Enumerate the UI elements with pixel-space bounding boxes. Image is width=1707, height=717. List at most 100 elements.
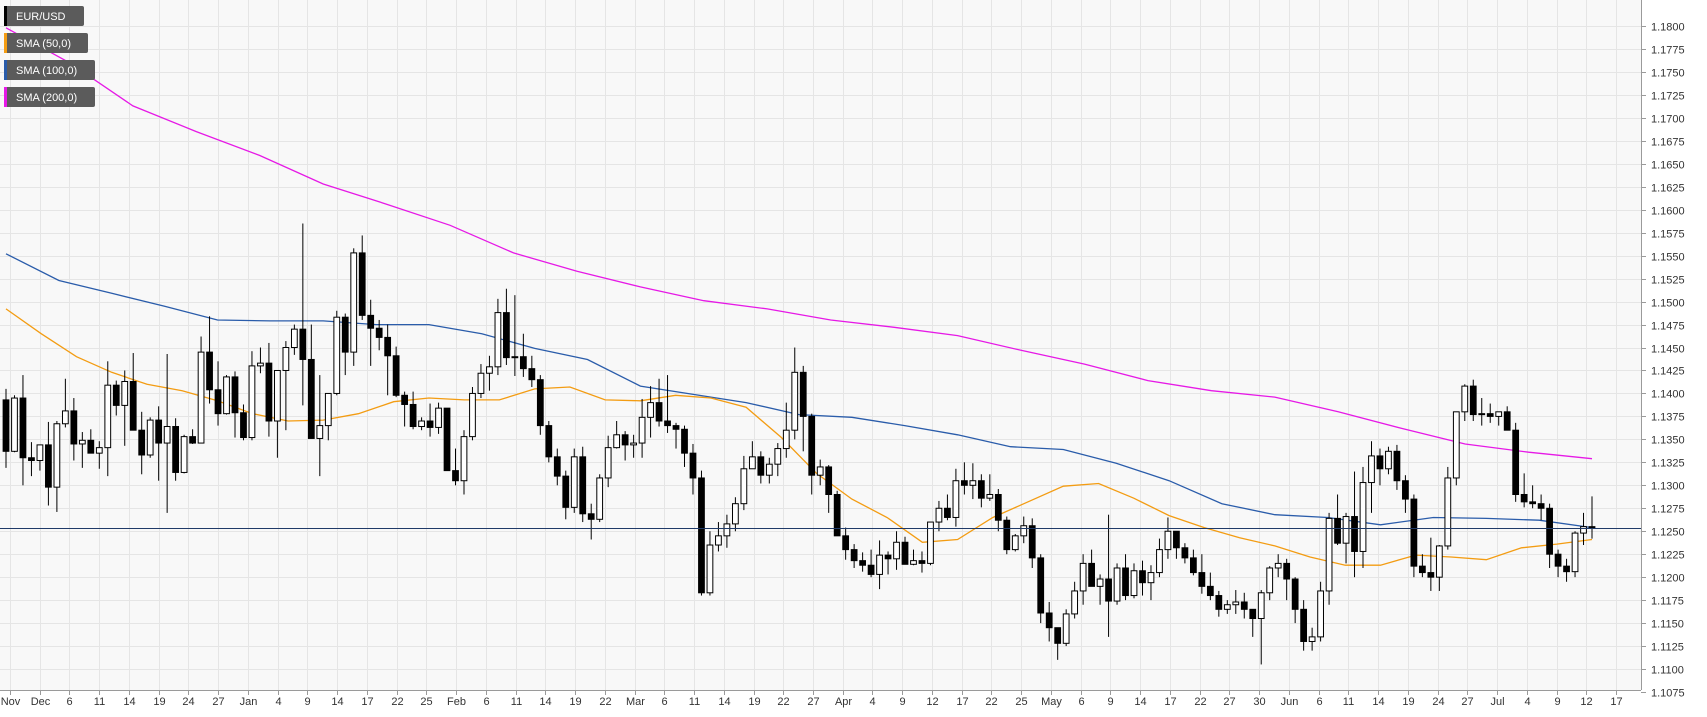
candle-body-down (536, 379, 544, 427)
x-tick-label: 17 (1164, 696, 1176, 708)
candle-body-up (435, 407, 442, 428)
candle-body-down (206, 351, 213, 391)
sma-100-layer (5, 253, 1593, 529)
candle-body-down (689, 452, 697, 479)
candle-body-down (1402, 480, 1409, 500)
candle (1546, 503, 1553, 568)
candle-body-up (893, 541, 900, 560)
candle (375, 319, 383, 351)
candle (977, 474, 985, 508)
candle (927, 521, 934, 566)
y-tick-label: 1.1800 (1651, 22, 1685, 34)
candle (740, 455, 748, 511)
candle (1122, 554, 1129, 601)
candle-body-up (511, 356, 519, 359)
candle (1563, 558, 1570, 582)
x-tick-label: 4 (275, 696, 281, 708)
candle-body-down (503, 312, 510, 359)
y-tick-label: 1.1200 (1651, 573, 1685, 585)
candle-body-up (146, 419, 154, 456)
candle (282, 341, 290, 431)
candle (1291, 577, 1299, 624)
y-tick-label: 1.1300 (1651, 481, 1685, 493)
candle-body-up (706, 544, 714, 594)
candle-body-up (53, 423, 61, 488)
candle-body-down (977, 480, 985, 499)
candle-body-down (1520, 493, 1528, 503)
candle-body-up (1147, 572, 1155, 584)
candle-body-up (1317, 590, 1324, 638)
candle-body-up (774, 448, 782, 465)
candle (61, 378, 69, 428)
x-tick-label: 25 (1015, 696, 1027, 708)
candle-body-down (1240, 601, 1248, 610)
candle-body-down (944, 507, 951, 518)
x-tick-label: 14 (331, 696, 343, 708)
candle (876, 540, 883, 590)
candle (952, 468, 960, 527)
x-tick-label: 14 (539, 696, 551, 708)
candle (1215, 590, 1223, 617)
y-tick-label: 1.1700 (1651, 114, 1685, 126)
candle-body-down (528, 368, 536, 381)
candle (579, 446, 587, 523)
candle (961, 462, 968, 495)
candle (825, 465, 833, 513)
candle (426, 403, 434, 437)
candle-body-down (825, 466, 833, 495)
candle-body-up (1156, 549, 1163, 574)
candle-body-up (1113, 567, 1121, 602)
candle (528, 355, 536, 388)
candle-body-up (630, 442, 637, 446)
candle-body-down (553, 456, 561, 477)
candle-body-up (927, 521, 934, 564)
candle (163, 353, 171, 513)
candle (621, 431, 629, 461)
y-tick-label: 1.1175 (1651, 596, 1684, 608)
candle-body-up (36, 444, 44, 462)
candle-body-up (723, 523, 731, 537)
candle-body-up (324, 392, 332, 427)
candle (842, 527, 850, 560)
candle-body-down (867, 564, 875, 575)
candle (994, 488, 1002, 532)
x-tick-label: 12 (1580, 696, 1592, 708)
candle (1554, 549, 1562, 578)
x-tick-label: 14 (1134, 696, 1146, 708)
candle (231, 371, 239, 438)
legend-item[interactable]: SMA (100,0) (4, 60, 95, 80)
x-tick-label: Jul (1490, 696, 1504, 708)
candle-body-down (808, 415, 816, 476)
candle-body-up (613, 434, 621, 449)
legend-item[interactable]: EUR/USD (4, 6, 84, 26)
legend-item[interactable]: SMA (200,0) (4, 87, 95, 107)
candle-body-down (1037, 557, 1045, 614)
y-tick-label: 1.1375 (1651, 412, 1685, 424)
candle (1198, 554, 1206, 594)
y-tick-label: 1.1350 (1651, 435, 1685, 447)
candle-body-down (1291, 578, 1299, 610)
candle-body-down (214, 389, 222, 415)
candle-body-down (757, 456, 765, 476)
candle (893, 531, 900, 570)
candle-body-up (197, 351, 205, 444)
candle (808, 413, 816, 495)
x-tick-label: Feb (447, 696, 466, 708)
candle (706, 531, 714, 596)
candle-body-up (104, 384, 112, 449)
candle (570, 448, 578, 513)
candle-body-up (1368, 455, 1375, 484)
y-tick-label: 1.1525 (1651, 275, 1685, 287)
x-tick-label: 6 (1078, 696, 1084, 708)
candle-body-up (816, 466, 824, 476)
candle-body-up (11, 397, 18, 452)
candle-body-up (61, 410, 69, 425)
candle-body-up (1571, 532, 1579, 573)
candle-body-down (672, 425, 680, 430)
y-tick-label: 1.1275 (1651, 504, 1685, 516)
x-tick-label: 4 (869, 696, 875, 708)
legend-item[interactable]: SMA (50,0) (4, 33, 88, 53)
x-tick-label: 11 (1343, 696, 1354, 708)
